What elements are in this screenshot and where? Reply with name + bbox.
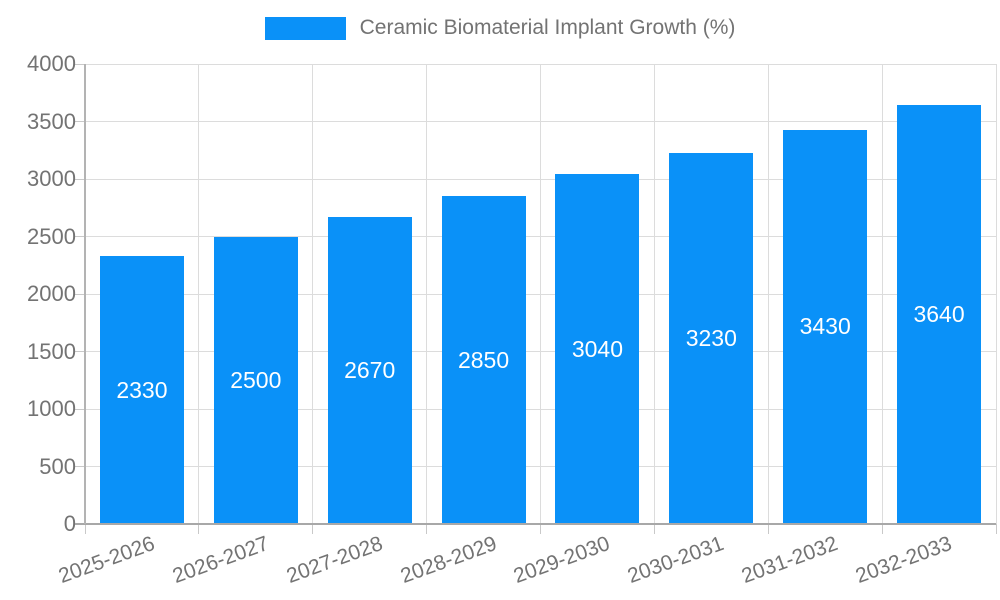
- y-axis-tick-label: 0: [63, 511, 76, 536]
- bar[interactable]: 2850: [441, 196, 526, 524]
- bar-value-label: 3640: [913, 301, 965, 328]
- bar[interactable]: 3640: [897, 105, 982, 524]
- y-axis-tick-label: 2000: [27, 281, 76, 306]
- bar[interactable]: 3230: [669, 152, 754, 524]
- x-gridline: [198, 64, 200, 524]
- x-gridline: [881, 64, 883, 524]
- bar-value-label: 2850: [457, 346, 510, 373]
- y-axis-tick-label: 500: [39, 453, 76, 479]
- x-tick-mark: [312, 524, 314, 534]
- x-tick-mark: [84, 524, 86, 534]
- bar-value-label: 2330: [116, 376, 168, 403]
- y-axis-tick-label: 4000: [27, 51, 76, 76]
- x-gridline: [540, 64, 541, 524]
- x-tick-mark: [995, 524, 997, 534]
- y-tick-mark: [74, 408, 85, 410]
- y-tick-mark: [74, 466, 85, 467]
- x-tick-mark: [767, 524, 769, 534]
- bar[interactable]: 2670: [327, 216, 412, 524]
- bar-value-label: 3230: [685, 324, 737, 351]
- bar-value-label: 2500: [230, 366, 282, 393]
- x-gridline: [653, 64, 655, 524]
- x-tick-mark: [426, 524, 428, 534]
- x-axis-line: [75, 523, 996, 525]
- legend-swatch: [264, 16, 346, 40]
- bar-value-label: 3040: [571, 335, 624, 362]
- x-tick-mark: [540, 524, 541, 534]
- x-tick-mark: [881, 524, 883, 534]
- y-tick-mark: [74, 351, 85, 352]
- x-gridline: [995, 64, 997, 524]
- bar-value-label: 3430: [799, 313, 851, 340]
- legend: Ceramic Biomaterial Implant Growth (%): [0, 16, 1000, 40]
- y-axis-tick-label: 3500: [27, 108, 76, 134]
- bar[interactable]: 3040: [555, 174, 640, 524]
- bar-value-label: 2670: [344, 356, 396, 383]
- bar[interactable]: 3430: [783, 129, 868, 524]
- x-gridline: [426, 64, 428, 524]
- legend-label: Ceramic Biomaterial Implant Growth (%): [359, 16, 736, 39]
- y-tick-mark: [74, 63, 85, 65]
- x-gridline: [767, 64, 769, 524]
- y-axis-tick-label: 1000: [27, 396, 76, 421]
- y-axis-tick-label: 2500: [27, 223, 76, 249]
- y-tick-mark: [74, 236, 85, 237]
- y-tick-mark: [74, 293, 85, 295]
- x-tick-mark: [653, 524, 655, 534]
- y-tick-mark: [74, 178, 85, 180]
- y-axis-tick-label: 1500: [27, 338, 76, 364]
- bar[interactable]: 2330: [99, 256, 184, 524]
- x-gridline: [312, 64, 314, 524]
- bar[interactable]: 2500: [213, 236, 298, 524]
- y-axis-tick-label: 3000: [27, 166, 76, 191]
- x-tick-mark: [198, 524, 200, 534]
- y-tick-mark: [74, 121, 85, 122]
- y-axis-line: [84, 64, 86, 524]
